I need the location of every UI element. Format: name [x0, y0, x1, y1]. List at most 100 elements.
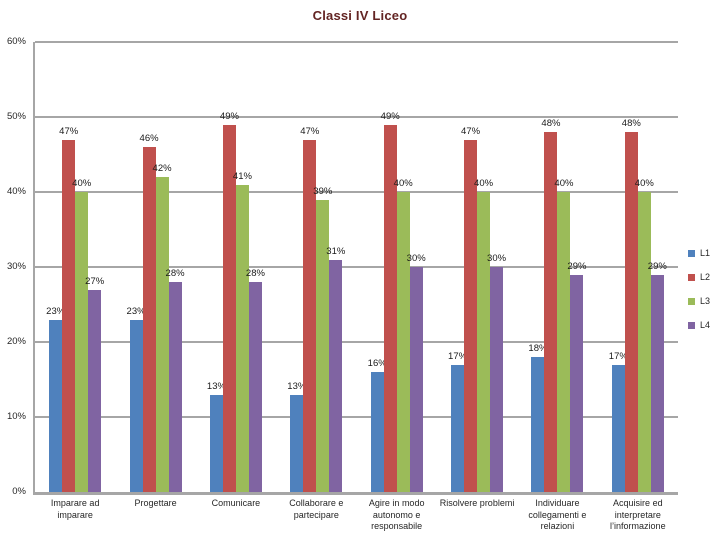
- bar-l2-cat6: [464, 139, 478, 492]
- bar-l1-cat6: [451, 364, 465, 492]
- gridline-30%: [35, 266, 678, 268]
- bar-l3-cat2: [155, 177, 169, 492]
- gridline-50%: [35, 116, 678, 118]
- bar-group: 16% 49% 40% 30%: [357, 42, 437, 492]
- chart-legend: L1 L2 L3 L4: [688, 248, 710, 344]
- data-label: 27%: [85, 275, 105, 287]
- data-label: 40%: [393, 178, 413, 189]
- bar-l3-cat3: [235, 184, 249, 492]
- bar-l3-cat5: [396, 192, 410, 492]
- data-label: 17%: [608, 350, 628, 362]
- data-label: 18%: [528, 343, 548, 354]
- data-label: 46%: [139, 133, 159, 144]
- legend-swatch-icon: [688, 297, 695, 305]
- data-label: 16%: [367, 358, 387, 369]
- bar-group: 23% 46% 42% 28%: [115, 42, 195, 492]
- bar-l3-cat8: [637, 192, 651, 492]
- data-label: 31%: [326, 245, 346, 257]
- legend-label: L2: [700, 272, 711, 282]
- data-label: 13%: [287, 380, 307, 392]
- category-label: Acquisire ed interpretare l’informazione: [610, 498, 666, 532]
- data-label: 30%: [487, 253, 507, 264]
- bar-group: 17% 47% 40% 30%: [437, 42, 517, 492]
- legend-entry-l1: L1: [688, 248, 710, 258]
- legend-entry-l2: L2: [688, 272, 710, 282]
- data-label: 23%: [46, 305, 66, 317]
- data-label: 29%: [567, 260, 587, 272]
- data-label: 47%: [461, 125, 481, 137]
- category-label: Agire in modo autonomo e responsabile: [368, 498, 425, 532]
- bar-l4-cat1: [88, 289, 102, 492]
- y-tick-label: 40%: [6, 186, 26, 197]
- bar-l4-cat5: [409, 267, 423, 492]
- category-label: Individuare collegamenti e relazioni: [528, 498, 587, 532]
- bar-l4-cat7: [570, 274, 584, 492]
- data-label: 39%: [313, 185, 333, 197]
- bar-l1-cat2: [129, 319, 143, 492]
- data-label: 28%: [245, 268, 265, 279]
- plot-area: 23% 47% 40% 27% 23% 46% 42% 28% 13% 49% 41% 28% 13% 4…: [33, 41, 678, 495]
- bar-group: 23% 47% 40% 27%: [35, 42, 115, 492]
- bar-l1-cat1: [49, 319, 63, 492]
- bar-l3-cat6: [477, 192, 491, 492]
- bar-l3-cat7: [557, 192, 571, 492]
- data-label: 13%: [206, 380, 226, 392]
- y-tick-label: 50%: [6, 111, 26, 122]
- gridline-20%: [35, 341, 678, 343]
- category-label: Imparare ad imparare: [50, 498, 100, 520]
- y-tick-label: 60%: [6, 36, 26, 47]
- bar-l2-cat4: [303, 139, 317, 492]
- bar-l1-cat5: [370, 372, 384, 492]
- bar-l2-cat7: [544, 132, 558, 492]
- bar-l1-cat4: [290, 394, 304, 492]
- bar-l4-cat2: [168, 282, 182, 492]
- legend-entry-l4: L4: [688, 320, 710, 330]
- data-label: 40%: [474, 178, 494, 189]
- data-label: 28%: [165, 268, 185, 279]
- bar-l2-cat2: [142, 147, 156, 492]
- y-tick-label: 20%: [6, 336, 26, 347]
- bar-group: 13% 47% 39% 31%: [276, 42, 356, 492]
- bar-l4-cat8: [650, 274, 664, 492]
- data-label: 17%: [448, 350, 468, 362]
- category-label: Comunicare: [211, 498, 261, 508]
- x-axis-labels: Imparare ad imparare Progettare Comunicare…: [35, 498, 678, 533]
- gridline-60%: [35, 41, 678, 43]
- data-label: 40%: [72, 178, 92, 189]
- data-label: 49%: [380, 110, 400, 122]
- y-tick-label: 10%: [6, 411, 26, 422]
- bar-l2-cat8: [624, 132, 638, 492]
- legend-swatch-icon: [688, 273, 695, 281]
- bar-l2-cat5: [383, 124, 397, 492]
- legend-label: L4: [700, 320, 711, 330]
- data-label: 42%: [152, 163, 172, 174]
- y-tick-label: 30%: [6, 261, 26, 272]
- bar-l3-cat1: [75, 192, 89, 492]
- bar-l4-cat4: [329, 259, 343, 492]
- bar-group: 18% 48% 40% 29%: [517, 42, 597, 492]
- data-label: 41%: [232, 170, 252, 182]
- legend-swatch-icon: [688, 249, 695, 257]
- y-axis: 0% 10% 20% 30% 40% 50% 60%: [0, 36, 28, 497]
- bar-l4-cat3: [248, 282, 262, 492]
- bar-l2-cat3: [222, 124, 236, 492]
- category-label: Progettare: [134, 498, 177, 508]
- bar-l4-cat6: [490, 267, 504, 492]
- data-label: 48%: [621, 118, 641, 129]
- bar-l1-cat8: [611, 364, 625, 492]
- data-label: 40%: [554, 178, 574, 189]
- bar-l2-cat1: [62, 139, 76, 492]
- bar-group: 13% 49% 41% 28%: [196, 42, 276, 492]
- legend-label: L1: [700, 248, 711, 258]
- data-label: 49%: [219, 110, 239, 122]
- bar-l1-cat3: [209, 394, 223, 492]
- legend-entry-l3: L3: [688, 296, 710, 306]
- data-label: 47%: [300, 125, 320, 137]
- data-label: 30%: [406, 253, 426, 264]
- category-label: Collaborare e partecipare: [289, 498, 344, 520]
- y-tick-label: 0%: [12, 486, 26, 497]
- data-label: 23%: [126, 305, 146, 317]
- bar-l3-cat4: [316, 199, 330, 492]
- legend-swatch-icon: [688, 321, 695, 329]
